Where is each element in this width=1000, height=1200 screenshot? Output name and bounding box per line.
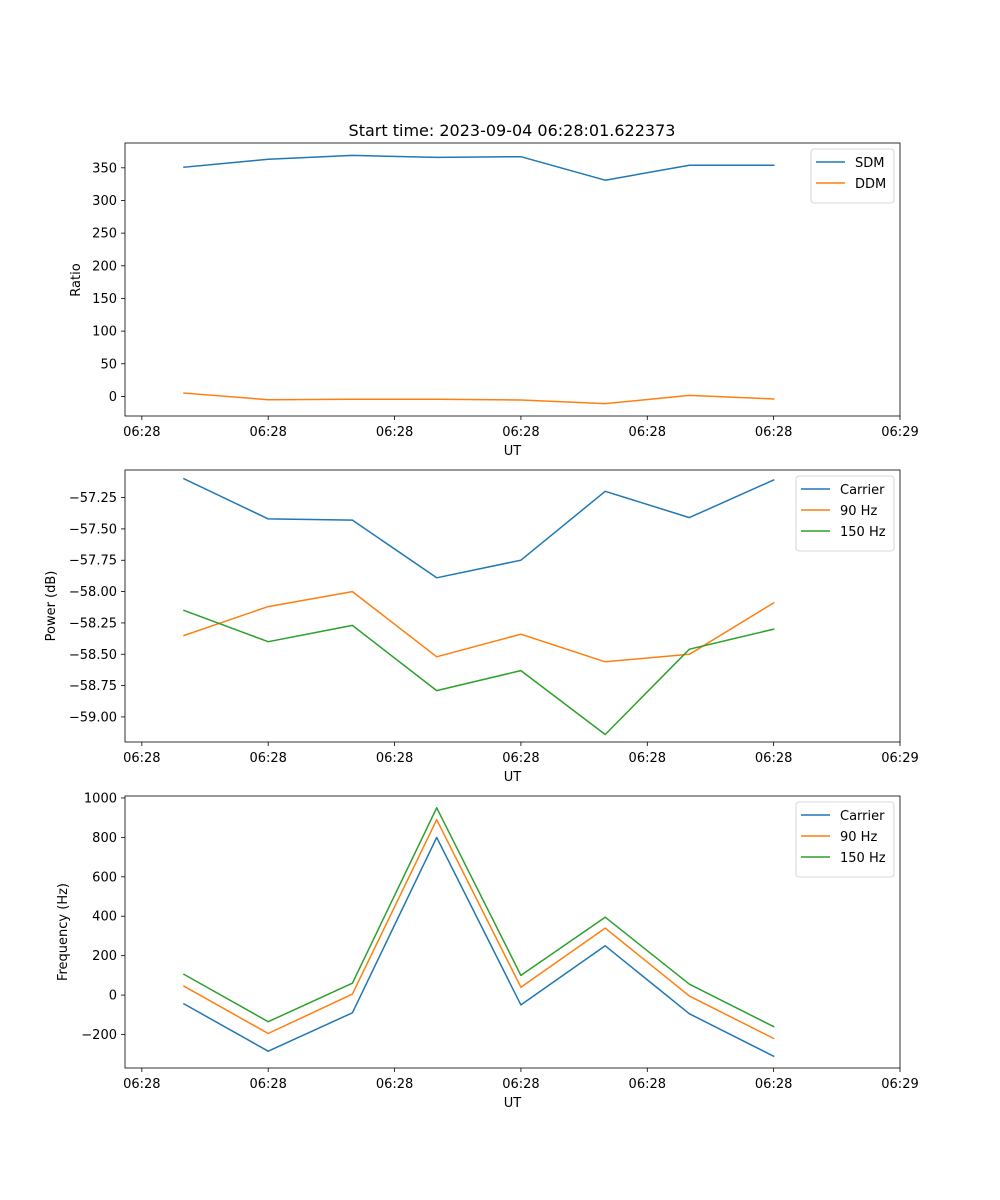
x-tick-label: 06:28	[376, 751, 413, 766]
plot-frame	[124, 142, 901, 417]
x-tick-label: 06:28	[629, 751, 666, 766]
chart-1: 06:28 06:28 06:28 06:28 06:28 06:28 06:29 0 50 10…	[69, 142, 919, 459]
y-axis-label: Frequency (Hz)	[56, 883, 71, 981]
y-tick-label: 0	[109, 390, 117, 405]
legend-label: Carrier	[840, 809, 885, 824]
x-tick-label: 06:28	[123, 425, 160, 440]
chart-3: 06:28 06:28 06:28 06:28 06:28 06:28 06:29 −200 0…	[56, 791, 919, 1111]
y-tick-label: 400	[92, 910, 117, 925]
x-tick-label: 06:28	[755, 425, 792, 440]
y-tick-label: 800	[92, 831, 117, 846]
figure-title: Start time: 2023-09-04 06:28:01.622373	[349, 121, 676, 140]
legend-label: 150 Hz	[840, 525, 886, 540]
y-tick-label: 350	[92, 161, 117, 176]
x-tick-label: 06:29	[881, 425, 918, 440]
y-tick-label: −59.00	[69, 710, 117, 725]
series-line-90-hz	[182, 818, 775, 1040]
y-axis-label: Power (dB)	[44, 571, 59, 642]
legend: Carrier 90 Hz 150 Hz	[795, 801, 895, 878]
y-tick-label: 0	[109, 989, 117, 1004]
legend-label: 90 Hz	[840, 830, 877, 845]
y-tick-label: 100	[92, 325, 117, 340]
x-tick-label: 06:28	[123, 1077, 160, 1092]
x-tick-label: 06:29	[881, 1077, 918, 1092]
y-tick-label: 200	[92, 949, 117, 964]
x-tick-label: 06:28	[249, 1077, 286, 1092]
y-tick-label: −57.75	[69, 554, 117, 569]
y-tick-label: −58.75	[69, 679, 117, 694]
x-tick-label: 06:28	[376, 425, 413, 440]
y-tick-label: −200	[81, 1028, 117, 1043]
series-line-carrier	[183, 477, 775, 579]
series-line-carrier	[182, 836, 775, 1058]
plots-group: 06:28 06:28 06:28 06:28 06:28 06:28 06:29 0 50 10…	[44, 142, 919, 1111]
x-tick-label: 06:28	[249, 425, 286, 440]
series-line-sdm	[183, 154, 775, 181]
x-axis-label: UT	[504, 444, 522, 459]
x-axis-label: UT	[504, 1096, 522, 1111]
legend: Carrier 90 Hz 150 Hz	[795, 475, 895, 552]
x-tick-label: 06:28	[502, 1077, 539, 1092]
x-tick-label: 06:29	[881, 751, 918, 766]
x-tick-label: 06:28	[629, 425, 666, 440]
y-tick-label: −58.25	[69, 616, 117, 631]
x-tick-label: 06:28	[629, 1077, 666, 1092]
series-line-150-hz	[183, 609, 775, 736]
series-line-ddm	[183, 392, 775, 405]
legend-frame	[795, 475, 895, 552]
legend-label: 150 Hz	[840, 851, 886, 866]
x-tick-label: 06:28	[755, 751, 792, 766]
y-tick-label: 300	[92, 194, 117, 209]
x-tick-label: 06:28	[755, 1077, 792, 1092]
legend: SDM DDM	[810, 148, 895, 204]
legend-frame	[795, 801, 895, 878]
chart-2: 06:28 06:28 06:28 06:28 06:28 06:28 06:29 −59.0…	[44, 469, 919, 785]
y-tick-label: 50	[100, 357, 117, 372]
x-tick-label: 06:28	[502, 425, 539, 440]
y-tick-label: 1000	[84, 791, 117, 806]
series-line-150-hz	[182, 807, 775, 1028]
series-line-90-hz	[183, 590, 775, 663]
legend-label: SDM	[855, 156, 884, 171]
y-tick-label: −58.50	[69, 648, 117, 663]
y-tick-label: 250	[92, 227, 117, 242]
y-tick-label: 600	[92, 870, 117, 885]
y-tick-label: −58.00	[69, 585, 117, 600]
plot-frame	[124, 469, 901, 743]
x-tick-label: 06:28	[249, 751, 286, 766]
y-tick-label: 200	[92, 259, 117, 274]
x-tick-label: 06:28	[123, 751, 160, 766]
plot-frame	[124, 795, 901, 1069]
x-axis-label: UT	[504, 770, 522, 785]
x-tick-label: 06:28	[502, 751, 539, 766]
y-tick-label: −57.50	[69, 522, 117, 537]
legend-label: Carrier	[840, 483, 885, 498]
legend-label: 90 Hz	[840, 504, 877, 519]
y-axis-label: Ratio	[69, 263, 84, 296]
y-tick-label: 150	[92, 292, 117, 307]
legend-label: DDM	[855, 177, 886, 192]
x-tick-label: 06:28	[376, 1077, 413, 1092]
y-tick-label: −57.25	[69, 491, 117, 506]
